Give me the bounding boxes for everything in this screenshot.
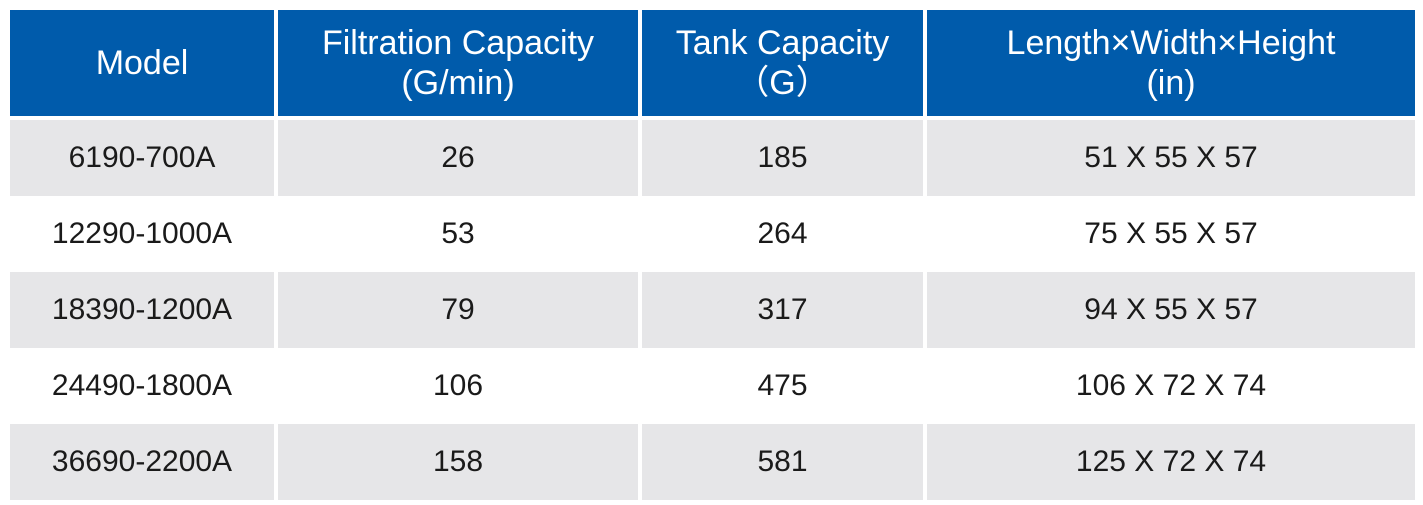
cell-dimensions: 94 X 55 X 57 (927, 272, 1415, 348)
cell-filtration: 53 (278, 196, 642, 272)
cell-dimensions: 75 X 55 X 57 (927, 196, 1415, 272)
cell-model: 6190-700A (10, 120, 278, 196)
cell-tank: 185 (642, 120, 927, 196)
cell-tank: 317 (642, 272, 927, 348)
table-row: 12290-1000A 53 264 75 X 55 X 57 (10, 196, 1415, 272)
cell-dimensions: 106 X 72 X 74 (927, 348, 1415, 424)
cell-filtration: 106 (278, 348, 642, 424)
table-row: 36690-2200A 158 581 125 X 72 X 74 (10, 424, 1415, 500)
header-tank-capacity: Tank Capacity （G） (642, 10, 927, 116)
spec-table: Model Filtration Capacity (G/min) Tank C… (10, 10, 1415, 500)
header-tank-title: Tank Capacity (675, 24, 890, 62)
header-filtration-title: Filtration Capacity (321, 24, 595, 62)
header-filtration-unit: (G/min) (401, 64, 515, 102)
cell-filtration: 158 (278, 424, 642, 500)
table-row: 6190-700A 26 185 51 X 55 X 57 (10, 120, 1415, 196)
header-model-label: Model (95, 44, 189, 82)
cell-model: 12290-1000A (10, 196, 278, 272)
header-row: Model Filtration Capacity (G/min) Tank C… (10, 10, 1415, 116)
cell-tank: 581 (642, 424, 927, 500)
table-row: 24490-1800A 106 475 106 X 72 X 74 (10, 348, 1415, 424)
header-dimensions-title: Length×Width×Height (1006, 24, 1336, 62)
cell-dimensions: 125 X 72 X 74 (927, 424, 1415, 500)
cell-dimensions: 51 X 55 X 57 (927, 120, 1415, 196)
header-filtration-capacity: Filtration Capacity (G/min) (278, 10, 642, 116)
cell-model: 24490-1800A (10, 348, 278, 424)
header-tank-unit: （G） (735, 64, 830, 102)
cell-filtration: 26 (278, 120, 642, 196)
cell-tank: 264 (642, 196, 927, 272)
header-dimensions: Length×Width×Height (in) (927, 10, 1415, 116)
cell-tank: 475 (642, 348, 927, 424)
cell-model: 18390-1200A (10, 272, 278, 348)
header-dimensions-unit: (in) (1146, 64, 1196, 102)
header-model: Model (10, 10, 278, 116)
table-row: 18390-1200A 79 317 94 X 55 X 57 (10, 272, 1415, 348)
cell-model: 36690-2200A (10, 424, 278, 500)
cell-filtration: 79 (278, 272, 642, 348)
